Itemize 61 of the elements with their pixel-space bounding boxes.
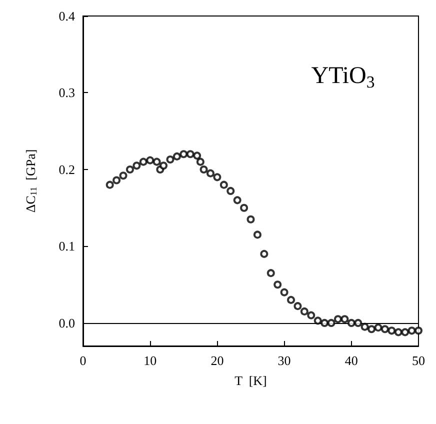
point: [347, 318, 356, 327]
point: [196, 158, 204, 166]
point: [380, 325, 389, 334]
y-axis-title: ΔC11 [GPa]: [22, 149, 38, 213]
y-tick-label: 0.2: [58, 162, 75, 177]
point: [246, 215, 255, 224]
point: [280, 288, 288, 296]
point: [112, 176, 121, 184]
x-tick-label: 10: [144, 353, 157, 368]
point: [226, 186, 235, 195]
point: [314, 316, 322, 325]
point: [374, 324, 382, 332]
point: [266, 269, 275, 278]
x-tick-label: 0: [80, 353, 86, 368]
y-tick-label: 0.0: [58, 315, 75, 330]
point: [206, 169, 214, 178]
point: [307, 311, 316, 320]
point: [368, 325, 376, 334]
y-tick-label: 0.3: [58, 85, 75, 100]
point: [388, 326, 396, 335]
point: [119, 172, 128, 180]
y-tick-label: 0.1: [58, 238, 75, 254]
point: [408, 326, 416, 335]
point: [340, 315, 349, 324]
point: [152, 158, 161, 166]
point: [401, 328, 410, 336]
point: [320, 318, 329, 327]
y-tick-label: 0.4: [58, 8, 76, 24]
point: [260, 250, 268, 258]
point: [287, 296, 296, 304]
point: [186, 150, 194, 158]
point: [334, 315, 342, 324]
point: [360, 322, 369, 331]
point: [132, 162, 141, 170]
x-tick-label: 20: [210, 353, 224, 368]
point: [180, 150, 188, 158]
point: [294, 302, 302, 310]
point: [394, 328, 402, 336]
point: [172, 152, 181, 160]
x-tick-label: 40: [344, 353, 358, 368]
point: [146, 156, 154, 164]
x-tick-label: 30: [278, 353, 291, 368]
x-axis-title: T [K]: [234, 373, 267, 388]
point: [327, 318, 336, 327]
point: [274, 280, 282, 289]
point: [220, 180, 228, 189]
point: [233, 196, 242, 204]
point: [160, 162, 168, 170]
point: [166, 156, 174, 164]
point: [253, 230, 262, 239]
point: [200, 165, 208, 174]
point: [240, 204, 248, 212]
point: [300, 307, 308, 316]
point: [354, 318, 362, 327]
point: [126, 165, 134, 174]
point: [139, 158, 148, 166]
point: [414, 326, 422, 335]
point: [193, 152, 202, 160]
x-tick-label: 50: [412, 353, 425, 368]
point: [106, 180, 114, 189]
point: [213, 173, 222, 182]
